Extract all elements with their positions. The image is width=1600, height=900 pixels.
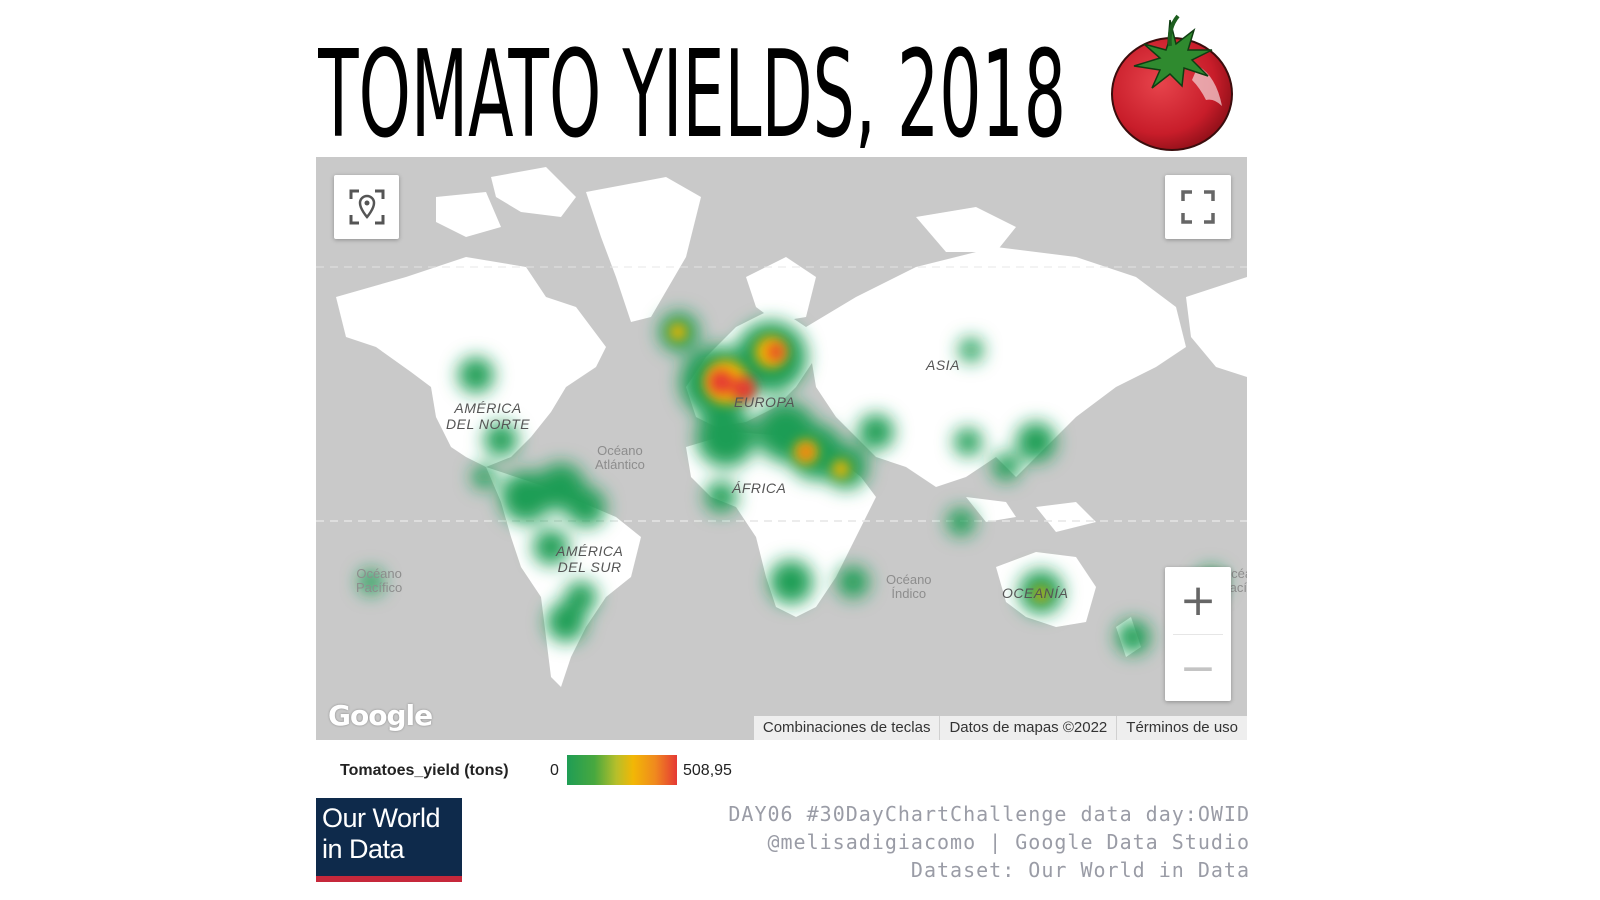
credits-line-3: Dataset: Our World in Data (910, 858, 1250, 882)
zoom-out-button[interactable]: − (1179, 642, 1217, 694)
credits-line-2: @melisadigiacomo | Google Data Studio (767, 830, 1250, 854)
map-attribution: Combinaciones de teclas Datos de mapas ©… (753, 716, 1247, 740)
chart-title-text: TOMATO YIELDS, 2018 (318, 26, 1066, 148)
label-north-america: AMÉRICA DEL NORTE (446, 400, 531, 432)
owid-logo: Our World in Data (316, 798, 462, 882)
label-africa: ÁFRICA (732, 480, 787, 496)
terms-link[interactable]: Términos de uso (1116, 716, 1247, 740)
zoom-control: + − (1165, 567, 1231, 701)
label-europe: EUROPA (734, 394, 796, 410)
credits-line-1: DAY06 #30DayChartChallenge data day:OWID (728, 802, 1250, 826)
legend-max-value: 508,95 (683, 762, 732, 779)
zoom-in-button[interactable]: + (1179, 574, 1217, 626)
owid-logo-line1: Our World (322, 803, 441, 833)
legend-gradient-bar (567, 755, 677, 785)
label-oceania: OCEANÍA (1002, 585, 1069, 601)
locate-button[interactable] (334, 175, 399, 239)
keyboard-shortcuts-link[interactable]: Combinaciones de teclas (762, 719, 931, 736)
zoom-divider (1173, 634, 1223, 635)
label-pacific-ocean: Océano Pacífico (356, 566, 403, 595)
fullscreen-icon (1181, 190, 1215, 224)
label-indian-ocean: Océano Índico (886, 572, 932, 601)
map-data-link[interactable]: Datos de mapas ©2022 (939, 716, 1116, 740)
label-atlantic-ocean: Océano Atlántico (595, 443, 645, 472)
credits: DAY06 #30DayChartChallenge data day:OWID… (728, 800, 1250, 884)
fullscreen-button[interactable] (1165, 175, 1231, 239)
heat-layer (359, 312, 1225, 654)
google-logo[interactable]: Google (328, 699, 433, 732)
label-asia: ASIA (926, 357, 960, 373)
label-south-america: AMÉRICA DEL SUR (556, 543, 624, 575)
chart-title: TOMATO YIELDS, 2018 (317, 18, 1108, 165)
owid-logo-line2: in Data (322, 834, 405, 864)
locate-pin-icon (349, 189, 384, 225)
legend-min-value: 0 (550, 762, 559, 779)
heat-map[interactable]: AMÉRICA DEL NORTE AMÉRICA DEL SUR EUROPA… (316, 157, 1247, 740)
world-basemap (316, 167, 1247, 687)
legend-field-name: Tomatoes_yield (tons) (340, 762, 509, 779)
tomato-icon (1106, 6, 1246, 156)
